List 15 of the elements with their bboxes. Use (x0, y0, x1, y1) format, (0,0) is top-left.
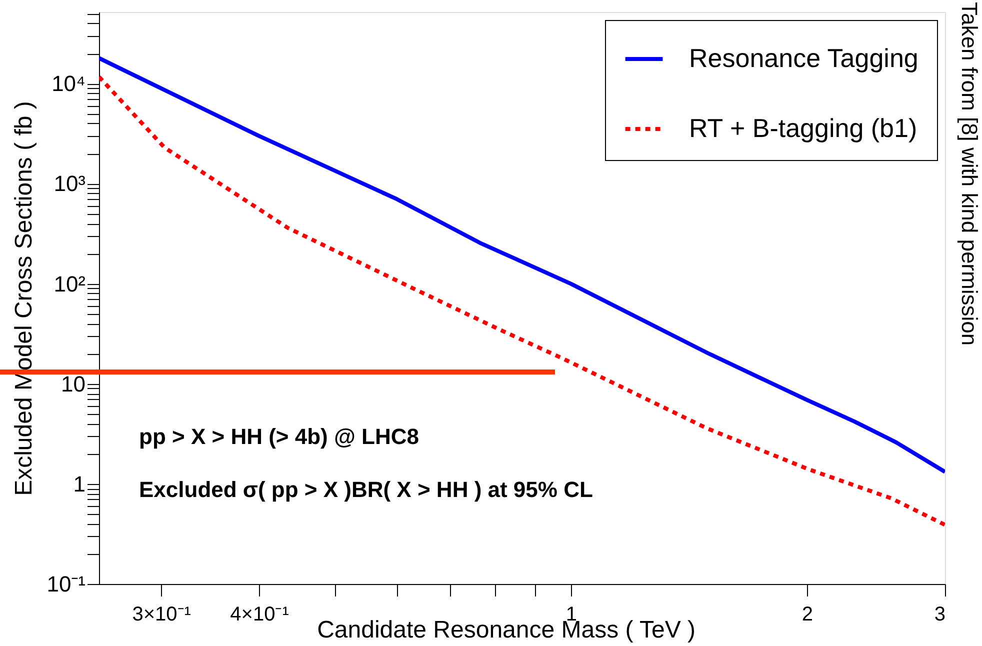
annotation: Excluded σ( pp > X )BR( X > HH ) at 95% CL (139, 477, 593, 502)
y-tick-label: 10² (54, 271, 86, 296)
x-tick-label: 3×10⁻¹ (132, 604, 192, 626)
y-tick-label: 10⁻¹ (46, 572, 86, 596)
x-tick-label: 2 (802, 604, 814, 626)
text: Taken from [8] with kind permission (957, 2, 982, 346)
annotation: pp > X > HH (> 4b) @ LHC8 (139, 424, 419, 449)
y-tick-label: 10³ (54, 171, 86, 196)
y-tick-label: 1 (73, 471, 86, 496)
y-tick-label: 10⁴ (52, 71, 86, 96)
x-tick-label: 3 (934, 604, 946, 626)
legend-label: RT + B-tagging (b1) (689, 113, 918, 143)
x-tick-label: 4×10⁻¹ (230, 604, 290, 626)
legend-label: Resonance Tagging (689, 43, 918, 73)
y-tick-label: 10 (61, 371, 86, 396)
